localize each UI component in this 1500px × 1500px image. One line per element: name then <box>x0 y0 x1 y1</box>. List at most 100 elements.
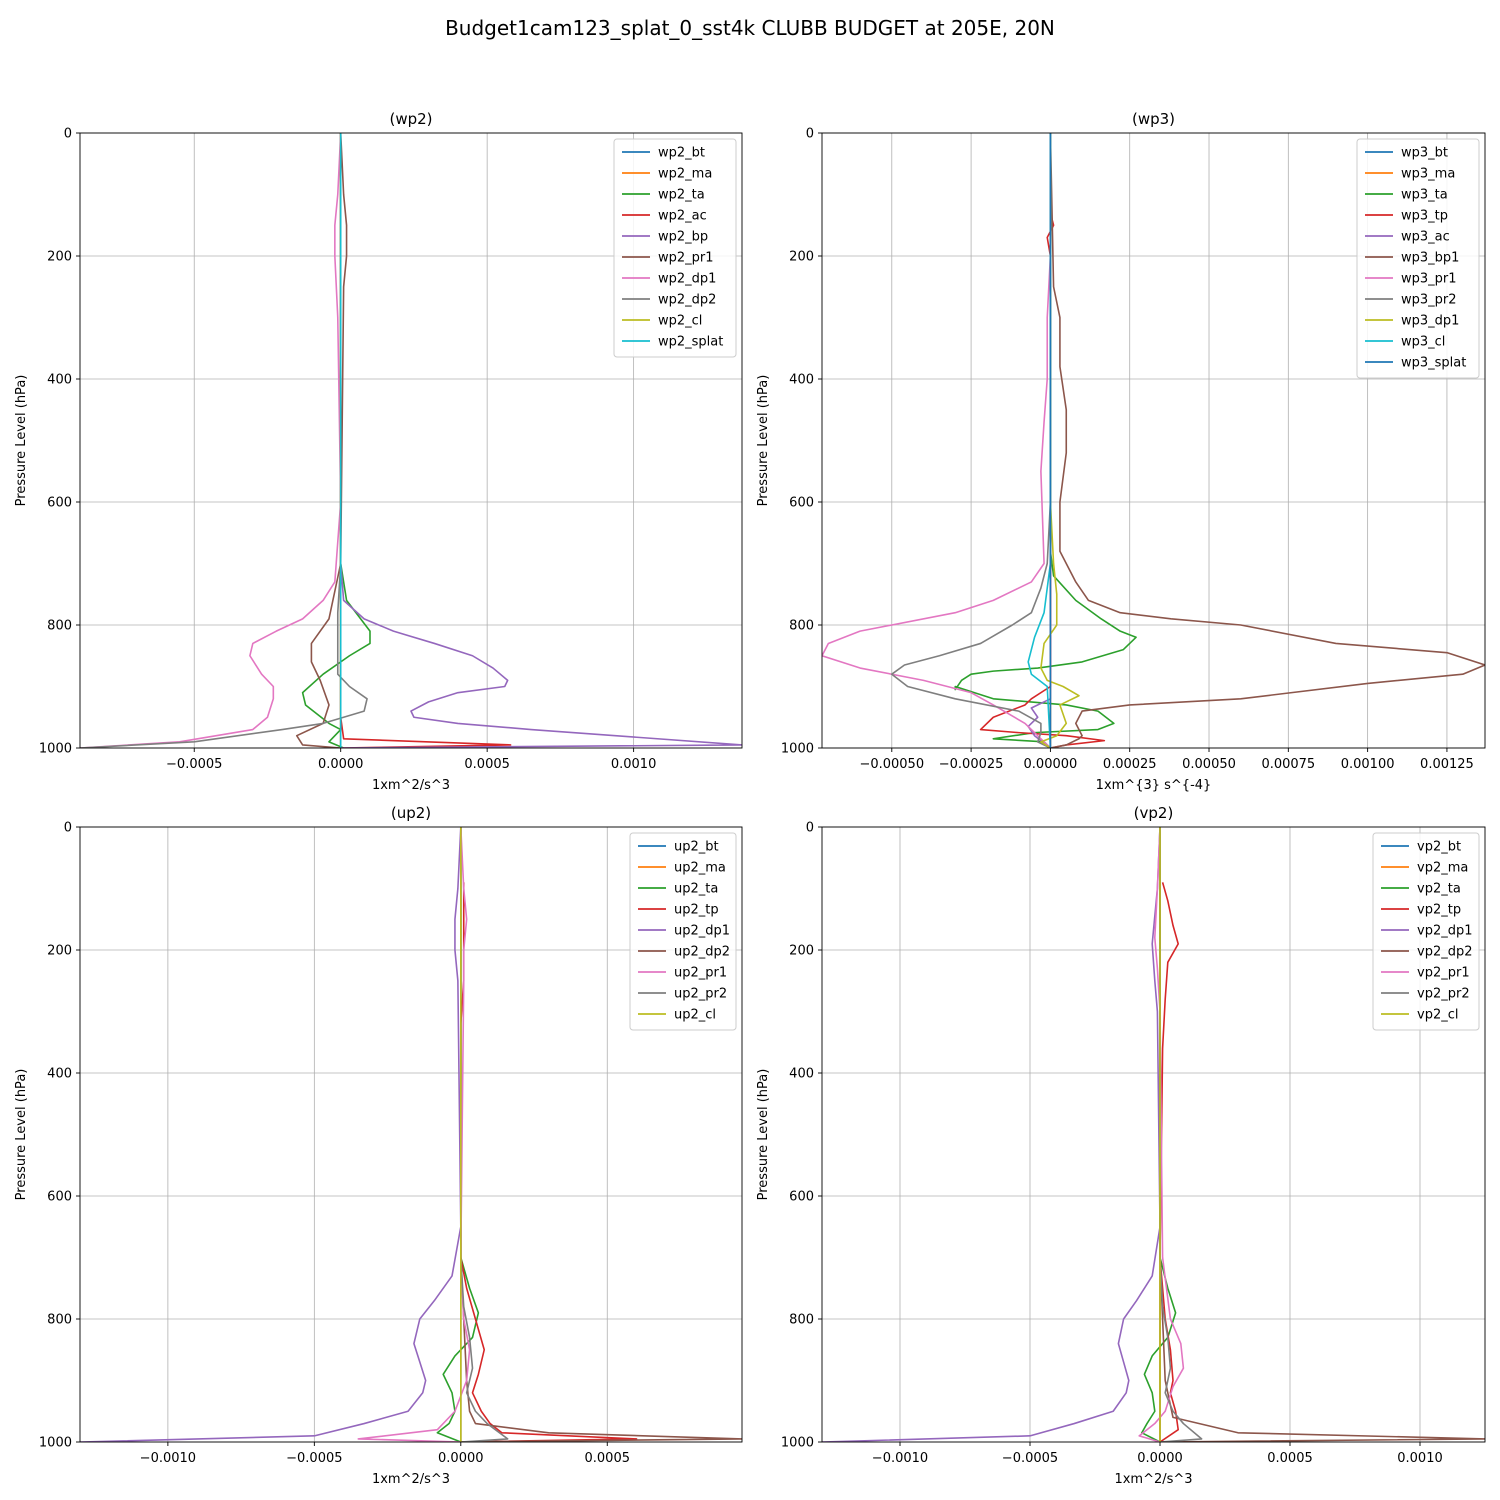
axes-frame <box>79 132 743 749</box>
y-tick-label: 1000 <box>39 742 72 757</box>
y-tick-label: 200 <box>789 944 814 959</box>
series-line-wp3_pr1 <box>822 133 1052 748</box>
legend-label-wp3_pr1: wp3_pr1 <box>1401 272 1457 287</box>
panel-title: (wp2) <box>389 110 432 128</box>
legend-label-wp3_pr2: wp3_pr2 <box>1401 293 1457 308</box>
y-tick-label: 800 <box>789 619 814 634</box>
legend-label-wp2_ma: wp2_ma <box>658 167 712 182</box>
y-tick-label: 600 <box>47 496 72 511</box>
series-line-wp2_dp2 <box>80 133 368 748</box>
y-axis-label: Pressure Level (hPa) <box>14 1069 29 1201</box>
legend-box <box>1356 138 1480 379</box>
legend-label-up2_ma: up2_ma <box>674 861 726 876</box>
series-line-up2_ta <box>436 827 480 1442</box>
legend-label-up2_bt: up2_bt <box>674 840 719 855</box>
x-axis-label: 1xm^2/s^3 <box>372 1472 450 1487</box>
legend-label-up2_cl: up2_cl <box>674 1008 716 1023</box>
y-tick-label: 1000 <box>781 1436 814 1451</box>
series-line-up2_pr1 <box>357 827 471 1442</box>
panel-0: −0.0005 0.0000 0.0005 0.0010 0 200 400 600 800 10… <box>14 110 743 793</box>
series-line-wp2_ta <box>301 133 371 748</box>
series-group <box>80 133 742 748</box>
y-tick-label: 1000 <box>39 1436 72 1451</box>
x-tick-label: 0.00000 <box>1024 757 1078 772</box>
x-tick-label: 0.00125 <box>1420 757 1474 772</box>
series-line-wp3_pr2 <box>890 133 1052 748</box>
series-line-up2_tp <box>459 882 638 1442</box>
x-tick-label: −0.0010 <box>872 1451 928 1466</box>
legend-label-wp3_splat: wp3_splat <box>1401 356 1466 371</box>
legend-label-vp2_ta: vp2_ta <box>1417 882 1461 897</box>
y-tick-label: 400 <box>789 373 814 388</box>
series-line-wp2_pr1 <box>295 133 348 748</box>
legend-box <box>629 832 737 1031</box>
legend: up2_bt up2_ma up2_ta up2_tp up2_dp1 up2_dp2up… <box>629 832 737 1031</box>
legend-label-wp3_bt: wp3_bt <box>1401 146 1448 161</box>
legend-label-vp2_pr1: vp2_pr1 <box>1417 966 1470 981</box>
legend-label-vp2_cl: vp2_cl <box>1417 1008 1458 1023</box>
x-tick-label: 0.00100 <box>1341 757 1395 772</box>
y-tick-label: 600 <box>789 496 814 511</box>
panel-title: (wp3) <box>1132 110 1175 128</box>
x-tick-label: −0.0010 <box>140 1451 196 1466</box>
panel-title: (up2) <box>391 804 431 822</box>
y-tick-label: 200 <box>47 250 72 265</box>
series-line-vp2_pr1 <box>1138 827 1185 1442</box>
legend: wp2_bt wp2_ma wp2_ta wp2_ac wp2_bp wp2_pr1 wp2… <box>613 138 737 358</box>
x-tick-label: 0.0010 <box>611 757 657 772</box>
axes-frame <box>821 132 1486 749</box>
legend-label-vp2_dp2: vp2_dp2 <box>1417 945 1473 960</box>
legend-label-wp2_bt: wp2_bt <box>658 146 705 161</box>
legend-label-wp3_ma: wp3_ma <box>1401 167 1455 182</box>
legend-label-wp2_ac: wp2_ac <box>658 209 707 224</box>
legend-label-wp2_pr1: wp2_pr1 <box>658 251 714 266</box>
series-line-wp2_dp1 <box>80 133 342 748</box>
y-axis-label: Pressure Level (hPa) <box>756 1069 771 1201</box>
axes-frame <box>79 826 743 1443</box>
y-axis-label: Pressure Level (hPa) <box>14 375 29 507</box>
legend-label-up2_ta: up2_ta <box>674 882 718 897</box>
series-line-wp3_ac <box>1027 133 1052 748</box>
y-tick-label: 0 <box>806 821 814 836</box>
legend-label-wp2_dp2: wp2_dp2 <box>658 293 716 308</box>
axes-frame <box>821 826 1486 1443</box>
legend-label-wp2_bp: wp2_bp <box>658 230 708 245</box>
legend-label-wp2_splat: wp2_splat <box>658 335 723 350</box>
legend-label-vp2_dp1: vp2_dp1 <box>1417 924 1473 939</box>
x-tick-label: 0.0005 <box>464 757 510 772</box>
y-tick-label: 200 <box>789 250 814 265</box>
legend-label-vp2_pr2: vp2_pr2 <box>1417 987 1470 1002</box>
x-tick-label: −0.0005 <box>286 1451 342 1466</box>
y-tick-label: 800 <box>47 1313 72 1328</box>
legend-label-wp2_cl: wp2_cl <box>658 314 702 329</box>
legend-label-wp3_ac: wp3_ac <box>1401 230 1450 245</box>
legend-label-vp2_ma: vp2_ma <box>1417 861 1468 876</box>
series-line-vp2_pr2 <box>1159 827 1203 1442</box>
legend-label-up2_dp1: up2_dp1 <box>674 924 730 939</box>
legend-label-wp3_bp1: wp3_bp1 <box>1401 251 1459 266</box>
legend-label-up2_tp: up2_tp <box>674 903 719 918</box>
x-tick-label: 0.0010 <box>1397 1451 1443 1466</box>
y-tick-label: 1000 <box>781 742 814 757</box>
y-tick-label: 200 <box>47 944 72 959</box>
x-tick-label: 0.00075 <box>1261 757 1315 772</box>
series-group <box>822 133 1485 748</box>
x-axis-label: 1xm^2/s^3 <box>1114 1472 1192 1487</box>
x-tick-label: 0.0000 <box>1137 1451 1183 1466</box>
x-tick-label: −0.0005 <box>1002 1451 1058 1466</box>
series-group <box>80 827 742 1442</box>
series-line-vp2_dp1 <box>822 827 1161 1442</box>
legend-label-vp2_bt: vp2_bt <box>1417 840 1461 855</box>
series-line-wp2_ac <box>339 133 512 748</box>
legend-box <box>1372 832 1480 1031</box>
x-tick-label: −0.00050 <box>859 757 924 772</box>
y-tick-label: 0 <box>806 127 814 142</box>
series-line-wp3_cl <box>1027 133 1052 748</box>
x-tick-label: −0.0005 <box>166 757 222 772</box>
x-tick-label: −0.00025 <box>939 757 1004 772</box>
legend-label-vp2_tp: vp2_tp <box>1417 903 1461 918</box>
series-line-wp3_bp1 <box>1049 133 1485 748</box>
legend-label-wp2_ta: wp2_ta <box>658 188 705 203</box>
legend: vp2_bt vp2_ma vp2_ta vp2_tp vp2_dp1 vp2_dp2vp… <box>1372 832 1480 1031</box>
